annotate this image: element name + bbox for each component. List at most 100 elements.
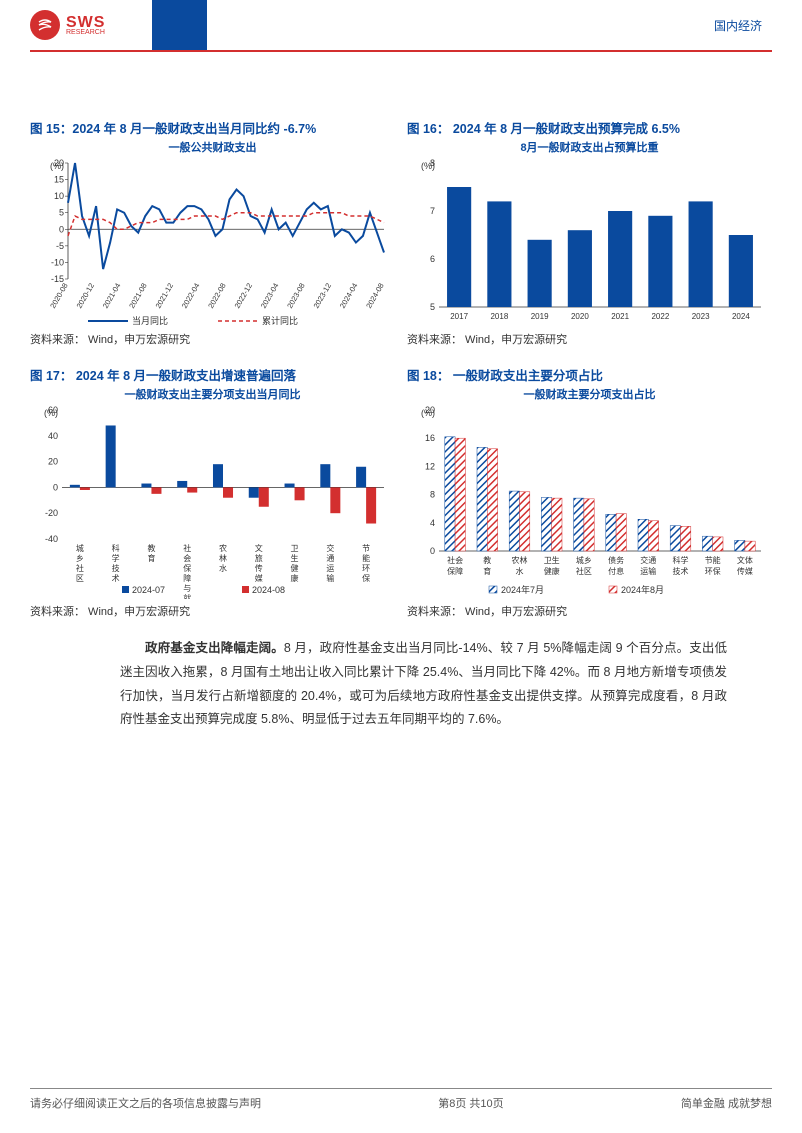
chart-17: 图 17： 2024 年 8 月一般财政支出增速普遍回落 一般财政支出主要分项支… <box>30 365 395 619</box>
svg-text:交: 交 <box>326 543 334 553</box>
svg-text:交通: 交通 <box>640 555 656 565</box>
svg-text:障: 障 <box>183 573 191 583</box>
svg-text:债务: 债务 <box>608 555 624 565</box>
body-paragraph: 政府基金支出降幅走阔。8 月，政府性基金支出当月同比-14%、较 7 月 5%降… <box>120 637 727 732</box>
svg-text:2022: 2022 <box>651 312 669 321</box>
svg-text:2024: 2024 <box>732 312 750 321</box>
chart-row-2: 图 17： 2024 年 8 月一般财政支出增速普遍回落 一般财政支出主要分项支… <box>30 365 772 619</box>
svg-text:城: 城 <box>76 544 84 553</box>
svg-text:2020-08: 2020-08 <box>48 282 70 310</box>
svg-text:学: 学 <box>112 553 120 563</box>
logo-icon <box>30 10 60 40</box>
svg-text:付息: 付息 <box>608 566 624 576</box>
svg-text:2018: 2018 <box>490 312 508 321</box>
svg-text:2022-04: 2022-04 <box>180 282 202 310</box>
svg-text:健康: 健康 <box>544 566 560 576</box>
svg-text:2017: 2017 <box>450 312 468 321</box>
logo-subtext: RESEARCH <box>66 29 105 36</box>
svg-text:科学: 科学 <box>673 555 689 565</box>
chart-16-svg: (%)567820172018201920202021202220232024 <box>407 157 767 327</box>
svg-text:会: 会 <box>183 553 191 563</box>
svg-text:4: 4 <box>430 518 435 528</box>
svg-text:15: 15 <box>54 175 64 185</box>
svg-text:技术: 技术 <box>673 566 689 576</box>
svg-text:7: 7 <box>430 206 435 216</box>
chart-16-title: 图 16： 2024 年 8 月一般财政支出预算完成 6.5% <box>407 118 772 137</box>
chart-15-svg: (%)-15-10-5051015202020-082020-122021-04… <box>30 157 390 327</box>
svg-text:水: 水 <box>516 566 524 576</box>
svg-text:媒: 媒 <box>255 574 263 583</box>
svg-text:运: 运 <box>326 564 334 573</box>
svg-text:育: 育 <box>147 553 155 563</box>
svg-text:0: 0 <box>430 546 435 556</box>
svg-text:2024-08: 2024-08 <box>252 585 285 595</box>
svg-text:节能: 节能 <box>705 555 721 565</box>
logo: SWS RESEARCH <box>30 10 105 40</box>
svg-text:林: 林 <box>219 553 227 563</box>
svg-text:5: 5 <box>430 302 435 312</box>
chart-17-subtitle: 一般财政支出主要分项支出当月同比 <box>30 386 395 402</box>
footer-left: 请务必仔细阅读正文之后的各项信息披露与声明 <box>30 1095 261 1111</box>
header-accent-bar <box>152 0 207 50</box>
svg-text:与: 与 <box>183 584 191 593</box>
svg-text:2024-07: 2024-07 <box>132 585 165 595</box>
svg-text:生: 生 <box>291 553 299 563</box>
page-footer: 请务必仔细阅读正文之后的各项信息披露与声明 第8页 共10页 简单金融 成就梦想 <box>30 1088 772 1111</box>
svg-text:环保: 环保 <box>705 566 721 576</box>
body-lead: 政府基金支出降幅走阔。 <box>145 641 284 655</box>
svg-text:2020-12: 2020-12 <box>75 282 97 310</box>
svg-text:环: 环 <box>362 564 370 573</box>
svg-text:-20: -20 <box>45 508 58 518</box>
svg-text:20: 20 <box>54 158 64 168</box>
svg-text:育: 育 <box>483 566 491 576</box>
svg-text:2022-08: 2022-08 <box>206 282 228 310</box>
chart-17-svg: (%)-40-200204060城乡社区科学技术教育社会保障与就业农林水文旅传媒… <box>30 404 390 599</box>
svg-text:10: 10 <box>54 191 64 201</box>
main-content: 图 15：2024 年 8 月一般财政支出当月同比约 -6.7% 一般公共财政支… <box>0 50 802 732</box>
chart-17-source: 资料来源： Wind，申万宏源研究 <box>30 603 395 619</box>
svg-text:60: 60 <box>48 405 58 415</box>
svg-text:教: 教 <box>147 543 155 553</box>
chart-16-subtitle: 8月一般财政支出占预算比重 <box>407 139 772 155</box>
svg-text:农林: 农林 <box>512 555 528 565</box>
svg-text:技: 技 <box>112 563 120 573</box>
svg-text:2021: 2021 <box>611 312 629 321</box>
svg-text:区: 区 <box>76 574 84 583</box>
chart-15-subtitle: 一般公共财政支出 <box>30 139 395 155</box>
svg-text:2023-12: 2023-12 <box>312 282 334 310</box>
svg-text:能: 能 <box>362 553 370 563</box>
svg-text:节: 节 <box>362 544 370 553</box>
svg-text:社区: 社区 <box>576 566 592 576</box>
svg-text:乡: 乡 <box>76 554 84 563</box>
chart-16-source: 资料来源： Wind，申万宏源研究 <box>407 331 772 347</box>
svg-text:文: 文 <box>255 543 263 553</box>
svg-text:当月同比: 当月同比 <box>132 315 168 326</box>
svg-text:社会: 社会 <box>447 555 463 565</box>
svg-text:12: 12 <box>425 461 435 471</box>
svg-text:康: 康 <box>291 573 299 583</box>
svg-text:就: 就 <box>183 593 191 599</box>
svg-text:2023: 2023 <box>692 312 710 321</box>
header-category: 国内经济 <box>714 17 762 34</box>
svg-text:保障: 保障 <box>447 566 463 576</box>
svg-text:教: 教 <box>483 555 491 565</box>
svg-text:2024-08: 2024-08 <box>364 282 386 310</box>
footer-center: 第8页 共10页 <box>438 1095 503 1111</box>
svg-text:社: 社 <box>76 563 84 573</box>
header-divider <box>30 50 772 52</box>
svg-text:-5: -5 <box>56 241 64 251</box>
chart-18: 图 18： 一般财政支出主要分项占比 一般财政主要分项支出占比 (%)04812… <box>407 365 772 619</box>
svg-text:卫: 卫 <box>291 544 299 553</box>
chart-18-subtitle: 一般财政主要分项支出占比 <box>407 386 772 402</box>
chart-15: 图 15：2024 年 8 月一般财政支出当月同比约 -6.7% 一般公共财政支… <box>30 118 395 347</box>
page-header: SWS RESEARCH 国内经济 <box>0 0 802 50</box>
svg-text:2021-12: 2021-12 <box>154 282 176 310</box>
svg-text:保: 保 <box>362 573 370 583</box>
svg-text:旅: 旅 <box>255 553 263 563</box>
chart-15-source: 资料来源： Wind，申万宏源研究 <box>30 331 395 347</box>
svg-text:运输: 运输 <box>640 566 656 576</box>
svg-text:6: 6 <box>430 254 435 264</box>
svg-text:0: 0 <box>53 482 58 492</box>
svg-text:卫生: 卫生 <box>544 555 560 565</box>
svg-text:2024年8月: 2024年8月 <box>621 584 664 595</box>
